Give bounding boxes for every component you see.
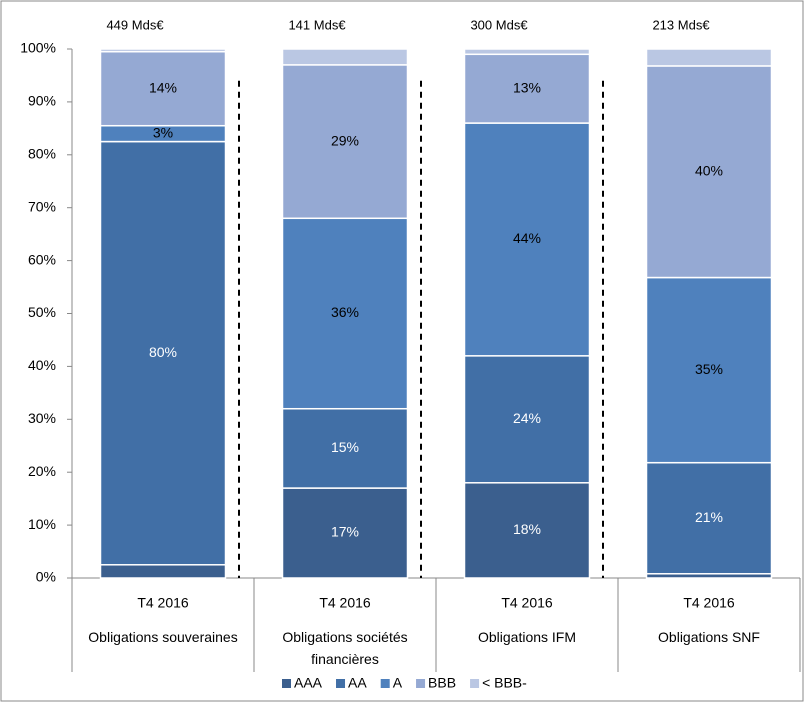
bar-segment bbox=[99, 140, 227, 566]
legend-label: AA bbox=[348, 675, 367, 691]
data-label: 44% bbox=[513, 230, 541, 246]
total-label: 300 Mds€ bbox=[470, 17, 528, 32]
x-tick-label: T4 2016 bbox=[319, 595, 371, 611]
bar-segment bbox=[463, 53, 591, 124]
group-label: Obligations souveraines bbox=[88, 629, 238, 645]
bar-segment bbox=[645, 65, 773, 279]
bar-segment bbox=[281, 487, 409, 579]
y-tick-label: 40% bbox=[28, 357, 56, 373]
total-label: 213 Mds€ bbox=[652, 17, 710, 32]
legend-label: < BBB- bbox=[482, 675, 527, 691]
data-label: 14% bbox=[149, 79, 177, 95]
bar-segment bbox=[99, 48, 227, 53]
legend-swatch bbox=[470, 679, 480, 688]
bar-segment bbox=[281, 407, 409, 489]
y-tick-label: 30% bbox=[28, 410, 56, 426]
legend-swatch bbox=[416, 679, 426, 688]
data-label: 80% bbox=[149, 344, 177, 360]
bar-segment bbox=[645, 461, 773, 575]
group-label: Obligations SNF bbox=[658, 629, 760, 645]
bar-segment bbox=[645, 48, 773, 67]
bar-segment bbox=[463, 48, 591, 56]
y-tick-label: 10% bbox=[28, 516, 56, 532]
data-label: 18% bbox=[513, 521, 541, 537]
data-label: 15% bbox=[331, 439, 359, 455]
legend-label: BBB bbox=[428, 675, 456, 691]
total-label: 449 Mds€ bbox=[106, 17, 164, 32]
data-label: 17% bbox=[331, 524, 359, 540]
y-tick-label: 20% bbox=[28, 463, 56, 479]
bar-segment bbox=[281, 48, 409, 66]
y-tick-label: 70% bbox=[28, 198, 56, 214]
y-tick-label: 80% bbox=[28, 146, 56, 162]
data-label: 24% bbox=[513, 410, 541, 426]
total-label: 141 Mds€ bbox=[288, 17, 346, 32]
x-tick-label: T4 2016 bbox=[501, 595, 553, 611]
y-tick-label: 60% bbox=[28, 251, 56, 267]
legend-swatch bbox=[282, 679, 291, 688]
group-label: Obligations IFM bbox=[477, 629, 577, 645]
data-label: 40% bbox=[695, 162, 723, 178]
data-label: 13% bbox=[513, 79, 541, 95]
bar-segment bbox=[99, 564, 227, 579]
x-tick-label: T4 2016 bbox=[137, 595, 189, 611]
bar-segment bbox=[281, 217, 409, 410]
bar-segment bbox=[463, 482, 591, 579]
data-label: 21% bbox=[695, 509, 723, 525]
data-label: 29% bbox=[331, 132, 359, 148]
x-tick-label: T4 2016 bbox=[683, 595, 735, 611]
legend-swatch bbox=[336, 679, 346, 688]
bar-segment bbox=[463, 355, 591, 484]
y-tick-label: 50% bbox=[28, 304, 56, 320]
group-label: Obligations sociétés financières bbox=[282, 629, 408, 667]
y-tick-label: 100% bbox=[20, 40, 56, 56]
legend-label: A bbox=[393, 675, 403, 691]
data-label: 36% bbox=[331, 304, 359, 320]
bar-segment bbox=[645, 276, 773, 464]
bar-segment bbox=[463, 122, 591, 357]
data-label: 35% bbox=[695, 361, 723, 377]
y-tick-label: 90% bbox=[28, 93, 56, 109]
data-label: 3% bbox=[153, 124, 173, 140]
legend-swatch bbox=[380, 679, 390, 688]
legend-label: AAA bbox=[294, 675, 323, 691]
bar-segment bbox=[281, 64, 409, 220]
y-tick-label: 0% bbox=[36, 569, 56, 585]
